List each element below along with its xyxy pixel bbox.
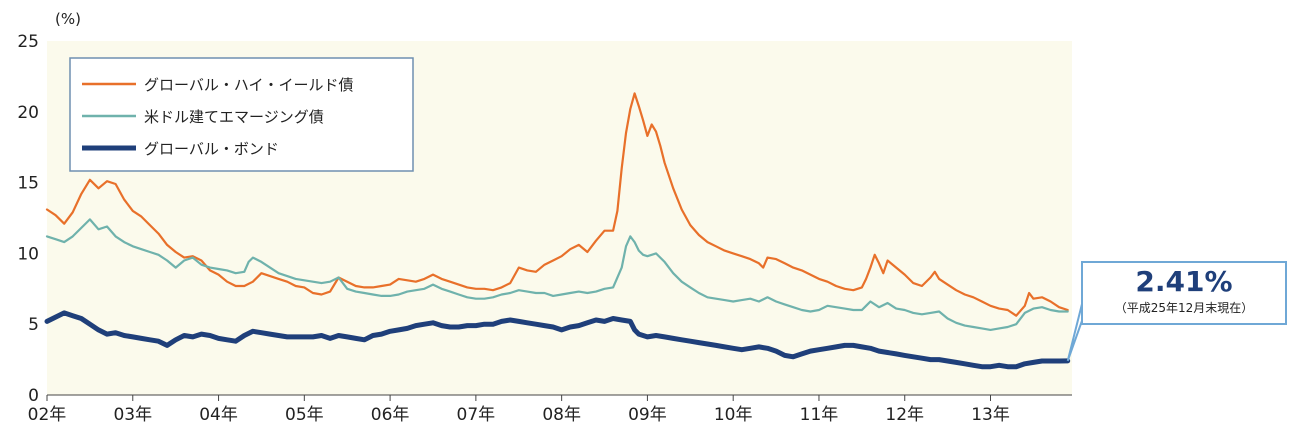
x-tick-label: 09年 <box>628 405 667 425</box>
y-axis-unit-label: (%) <box>55 10 81 28</box>
x-tick-label: 10年 <box>714 405 753 425</box>
y-tick-label: 20 <box>17 103 39 123</box>
series-line-2 <box>45 218 1069 331</box>
x-tick-label: 05年 <box>285 405 324 425</box>
legend-label: グローバル・ボンド <box>144 140 279 158</box>
series-line-3 <box>44 310 1071 370</box>
x-tick-label: 11年 <box>800 405 839 425</box>
x-tick-label: 03年 <box>113 405 152 425</box>
callout-value: 2.41% <box>1135 265 1232 298</box>
y-tick-label: 5 <box>28 315 39 335</box>
legend-label: グローバル・ハイ・イールド債 <box>144 76 354 94</box>
x-tick-label: 07年 <box>457 405 496 425</box>
callout-note: （平成25年12月末現在） <box>1115 301 1254 315</box>
x-tick-label: 12年 <box>885 405 924 425</box>
y-tick-label: 0 <box>28 386 39 406</box>
x-tick-label: 08年 <box>542 405 581 425</box>
x-tick-label: 04年 <box>199 405 238 425</box>
legend-label: 米ドル建てエマージング債 <box>144 108 324 126</box>
x-tick-label: 06年 <box>371 405 410 425</box>
latest-value-callout: 2.41% （平成25年12月末現在） <box>1066 261 1287 362</box>
legend-box <box>69 57 414 172</box>
series-lines <box>44 92 1071 370</box>
x-tick-label: 02年 <box>28 405 67 425</box>
x-axis: 02年 03年 04年 05年 06年 07年 08年 09年 10年 11年 12年 13年 <box>28 394 1072 425</box>
y-axis: 0 5 10 15 20 25 <box>17 32 39 406</box>
callout-box <box>1081 261 1287 325</box>
x-tick-label: 13年 <box>971 405 1010 425</box>
series-line-1 <box>45 92 1069 317</box>
y-tick-label: 15 <box>17 174 39 194</box>
y-tick-label: 10 <box>17 244 39 264</box>
y-tick-label: 25 <box>17 32 39 52</box>
